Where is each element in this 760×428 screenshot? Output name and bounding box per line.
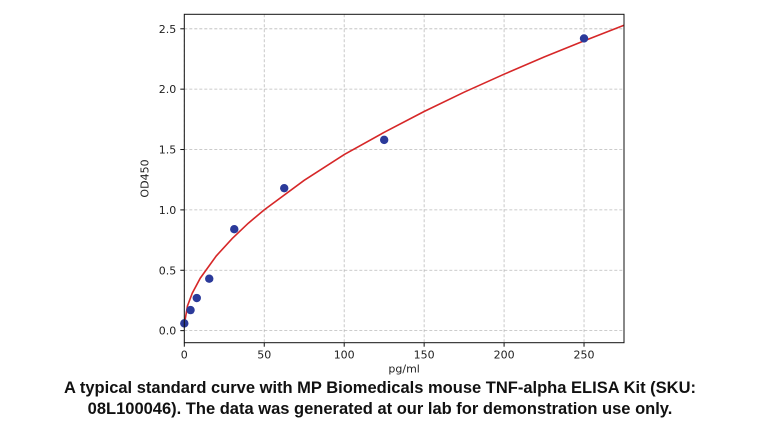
grid [183, 14, 624, 343]
y-tick-label: 2.0 [159, 83, 177, 96]
caption: A typical standard curve with MP Biomedi… [0, 378, 760, 420]
data-point [186, 305, 195, 315]
plot-frame [183, 13, 625, 344]
data-point [280, 183, 289, 193]
x-tick-label: 250 [574, 349, 595, 362]
x-axis-label: pg/ml [388, 363, 419, 376]
data-point [192, 293, 201, 303]
y-axis: 0.0 0.5 1.0 1.5 2.0 2.5 [159, 23, 185, 338]
data-point [379, 135, 389, 145]
y-tick-label: 1.5 [159, 144, 177, 157]
x-axis: 0 50 100 150 200 250 [181, 342, 595, 362]
y-tick-label: 0.0 [159, 325, 177, 338]
y-tick-label: 0.5 [159, 264, 177, 277]
x-tick-label: 100 [334, 349, 355, 362]
x-tick-label: 150 [414, 349, 435, 362]
x-tick-label: 50 [257, 349, 271, 362]
y-tick-label: 2.5 [159, 23, 177, 36]
data-point [205, 274, 214, 283]
data-point [230, 225, 239, 234]
x-tick-label: 0 [181, 349, 188, 362]
y-tick-label: 1.0 [159, 204, 177, 217]
caption-line-1: A typical standard curve with MP Biomedi… [63, 379, 696, 397]
fit-line [183, 24, 625, 325]
caption-line-2: 08L100046). The data was generated at ou… [87, 400, 673, 418]
data-point [579, 34, 589, 43]
x-tick-label: 200 [494, 349, 515, 362]
data-points [180, 34, 589, 328]
fit-curve [183, 24, 625, 325]
y-axis-label: OD450 [138, 159, 151, 197]
